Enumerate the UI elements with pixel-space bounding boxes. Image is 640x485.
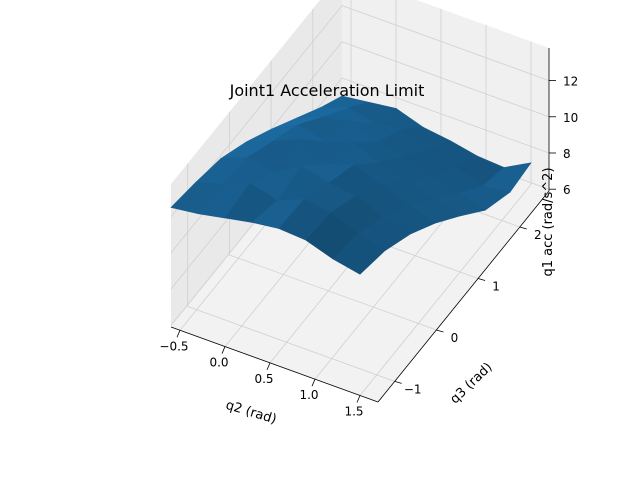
- x-tick-mark: [356, 395, 361, 403]
- x-tick-mark: [311, 379, 316, 387]
- y-tick-label: 1: [492, 280, 500, 294]
- z-tick-label: 10: [563, 111, 578, 125]
- x-tick-label: 1.5: [344, 405, 363, 419]
- y-tick-label: −1: [404, 382, 422, 396]
- chart-axes: [170, 48, 550, 403]
- y-tick-label: 0: [451, 331, 459, 345]
- surface-face: [332, 233, 386, 275]
- y-axis-line: [377, 190, 550, 403]
- x-tick-label: 0.0: [209, 356, 228, 370]
- grid-line-y-floor: [187, 306, 395, 382]
- grid-line-z-back: [341, 77, 550, 154]
- y-tick-mark: [436, 329, 444, 333]
- grid-line-y-floor: [229, 254, 437, 331]
- z-tick-label: 8: [563, 147, 571, 161]
- y-tick-mark: [519, 226, 527, 230]
- y-tick-mark: [394, 381, 402, 384]
- x-tick-mark: [266, 362, 271, 371]
- grid-line-z-back: [341, 41, 550, 118]
- y-axis-label: q3 (rad): [448, 360, 496, 407]
- surface-mesh: [170, 95, 532, 275]
- y-tick-label: 2: [534, 228, 542, 242]
- x-tick-label: 1.0: [299, 388, 318, 402]
- x-tick-mark: [221, 346, 226, 354]
- pane-back-wall: [342, 0, 549, 191]
- z-axis-label: q1 acc (rad/s^2): [541, 167, 556, 276]
- x-axis-label: q2 (rad): [224, 398, 278, 428]
- x-axis-line: [170, 326, 379, 403]
- x-tick-label: 0.5: [254, 372, 273, 386]
- z-tick-label: 6: [563, 183, 571, 197]
- chart-title: Joint1 Acceleration Limit: [229, 81, 425, 100]
- x-tick-mark: [176, 330, 181, 338]
- z-tick-label: 12: [563, 75, 578, 89]
- x-tick-label: −0.5: [159, 339, 188, 353]
- grid-line-z-back: [341, 5, 550, 81]
- y-tick-mark: [477, 278, 486, 281]
- grid-line-x-floor: [359, 184, 532, 396]
